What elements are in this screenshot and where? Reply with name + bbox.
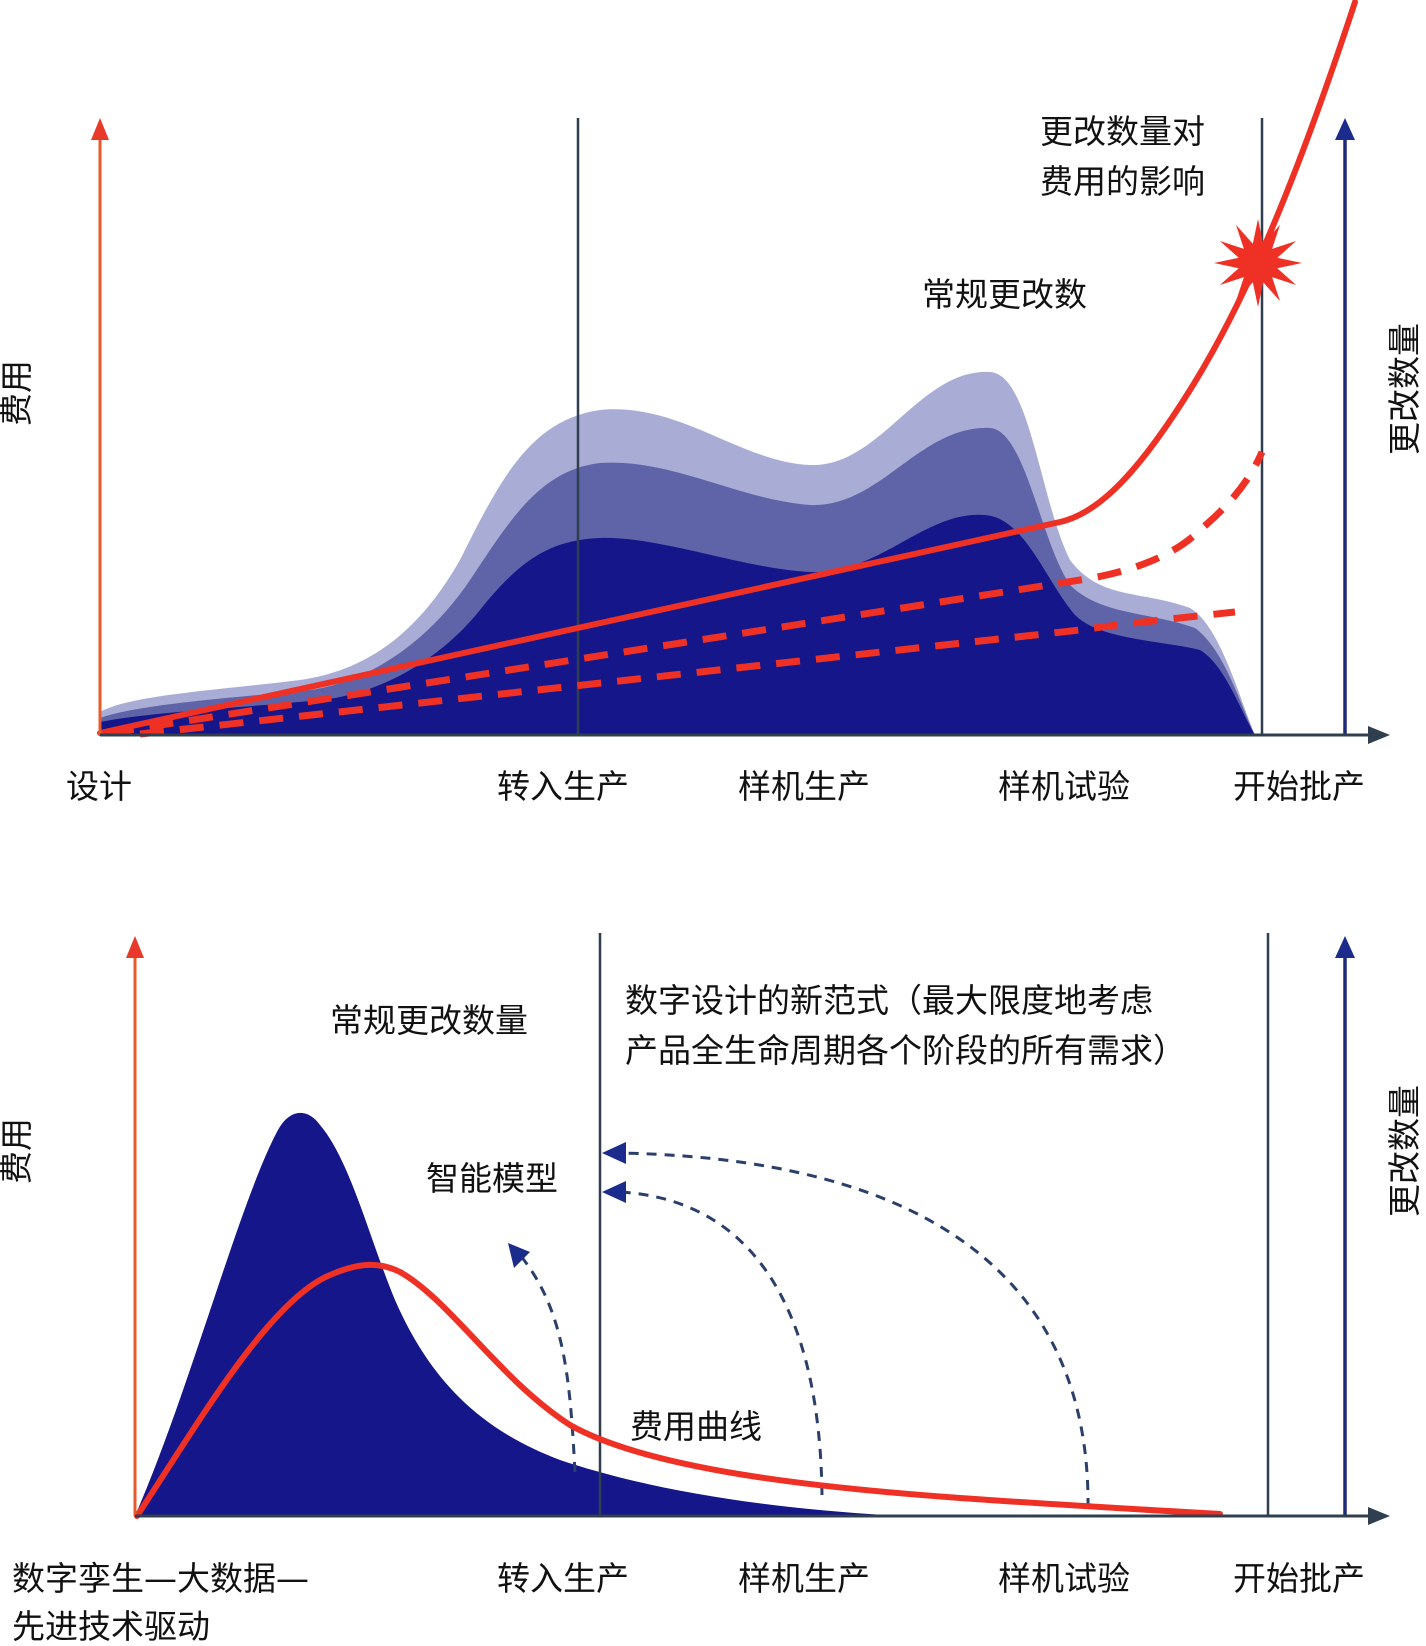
top-area-dark [100,514,1255,735]
bottom-area-changes [135,1112,900,1516]
bottom-x-axis-arrow [1368,1507,1390,1525]
bottom-panel: 常规更改数量 数字设计的新范式（最大限度地考虑 产品全生命周期各个阶段的所有需求… [0,933,1424,1646]
top-x-label-prototype-test: 样机试验 [998,767,1130,806]
bottom-x-label-mass-production: 开始批产 [1233,1559,1365,1598]
top-y-axis-left-label: 费用 [0,360,36,426]
bottom-x-label-prototype-test: 样机试验 [998,1559,1130,1598]
top-cost-curve-dashed-1 [109,450,1266,737]
top-annotation-changes: 常规更改数 [922,275,1087,314]
smart-model-arrow-1 [508,1243,530,1268]
bottom-annotation-paradigm-line1: 数字设计的新范式（最大限度地考虑 [625,981,1153,1020]
top-annotation-impact-line1: 更改数量对 [1040,112,1205,151]
top-y-axis-left-arrow [91,118,109,140]
top-annotation-impact-line2: 费用的影响 [1040,162,1205,201]
smart-model-arc-3 [619,1151,1090,1509]
bottom-cost-curve [134,1261,1223,1519]
bottom-annotation-paradigm-line2: 产品全生命周期各个阶段的所有需求） [625,1031,1186,1070]
smart-model-arc-1 [518,1254,577,1473]
smart-model-arc-2 [619,1190,824,1496]
bottom-annotation-smart-model: 智能模型 [426,1159,558,1198]
bottom-x-label-digital-twin-line1: 数字孪生—大数据— [12,1559,309,1598]
smart-model-arrow-3 [602,1142,626,1164]
bottom-y-axis-left-arrow [126,936,144,958]
bottom-y-axis-right-arrow [1335,936,1355,958]
bottom-x-label-digital-twin-line2: 先进技术驱动 [12,1607,210,1646]
top-panel: 更改数量对 费用的影响 常规更改数 费用 更改数量 设计 转入生产 样机生产 样… [0,0,1424,806]
smart-model-arrow-2 [602,1181,626,1203]
top-cost-curve-solid [97,0,1358,736]
bottom-annotation-changes: 常规更改数量 [330,1001,528,1040]
impact-starburst [1214,219,1302,307]
top-x-label-design: 设计 [66,767,132,806]
top-y-axis-right-arrow [1335,118,1355,140]
bottom-annotation-cost-curve: 费用曲线 [630,1407,762,1446]
top-x-label-prototype-production: 样机生产 [738,767,870,806]
bottom-y-axis-left-label: 费用 [0,1118,36,1184]
top-x-axis-arrow [1368,726,1390,744]
top-y-axis-right-label: 更改数量 [1385,323,1424,455]
bottom-y-axis-right-label: 更改数量 [1385,1085,1424,1217]
bottom-x-label-prototype-production: 样机生产 [738,1559,870,1598]
top-x-label-to-production: 转入生产 [497,767,629,806]
bottom-x-label-to-production: 转入生产 [497,1559,629,1598]
top-x-label-mass-production: 开始批产 [1233,767,1365,806]
top-cost-curve-dashed-2 [139,608,1236,738]
